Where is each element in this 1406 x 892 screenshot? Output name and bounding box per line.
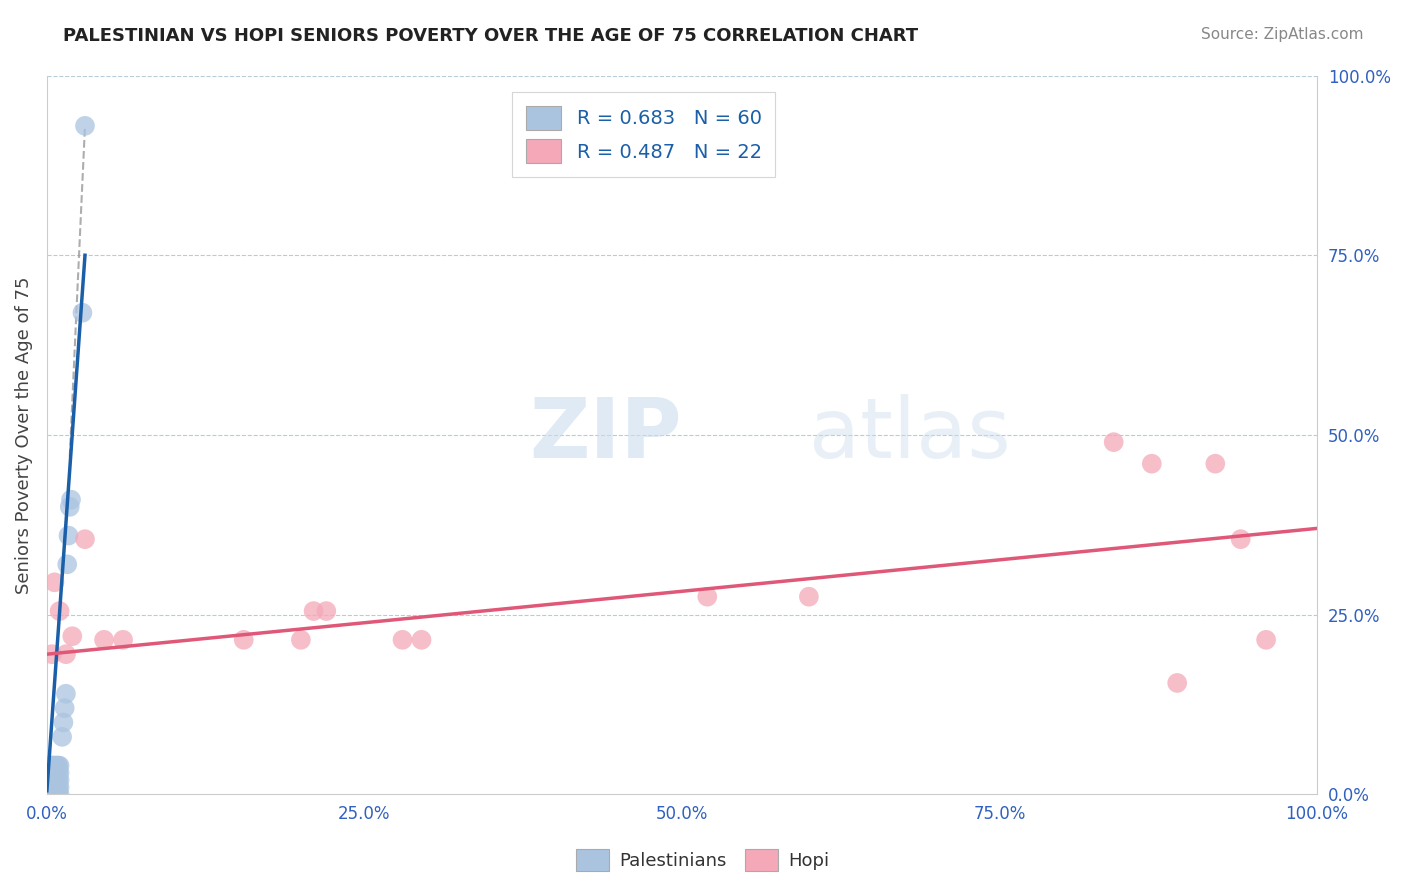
Point: [1166, 676, 1188, 690]
Text: PALESTINIAN VS HOPI SENIORS POVERTY OVER THE AGE OF 75 CORRELATION CHART: PALESTINIAN VS HOPI SENIORS POVERTY OVER…: [63, 27, 918, 45]
Point: [46, 780, 69, 794]
Point: [45, 765, 67, 780]
Point: [45, 772, 67, 787]
Point: [48, 788, 70, 802]
Point: [44, 780, 66, 794]
Point: [37, 772, 59, 787]
Point: [39, 788, 62, 802]
Point: [39, 758, 62, 772]
Point: [1204, 457, 1226, 471]
Point: [38, 765, 60, 780]
Text: Source: ZipAtlas.com: Source: ZipAtlas.com: [1201, 27, 1364, 42]
Point: [411, 632, 433, 647]
Point: [45, 758, 67, 772]
Point: [391, 632, 413, 647]
Point: [41, 780, 63, 794]
Point: [37, 780, 59, 794]
Point: [59, 500, 82, 514]
Point: [93, 632, 115, 647]
Point: [46, 780, 69, 794]
Point: [45, 788, 67, 802]
Point: [46, 788, 69, 802]
Point: [45, 780, 67, 794]
Point: [60, 492, 83, 507]
Point: [72, 306, 94, 320]
Point: [696, 590, 718, 604]
Point: [42, 788, 65, 802]
Point: [37, 765, 59, 780]
Point: [48, 604, 70, 618]
Point: [44, 765, 66, 780]
Point: [37, 788, 59, 802]
Point: [56, 558, 79, 572]
Point: [302, 604, 325, 618]
Point: [46, 765, 69, 780]
Point: [1140, 457, 1163, 471]
Point: [315, 604, 337, 618]
Point: [48, 780, 70, 794]
Point: [48, 765, 70, 780]
Point: [46, 772, 69, 787]
Point: [38, 758, 60, 772]
Y-axis label: Seniors Poverty Over the Age of 75: Seniors Poverty Over the Age of 75: [15, 277, 32, 594]
Point: [37, 758, 59, 772]
Point: [52, 715, 75, 730]
Point: [39, 780, 62, 794]
Point: [42, 780, 65, 794]
Point: [58, 528, 80, 542]
Point: [48, 772, 70, 787]
Point: [42, 772, 65, 787]
Point: [1102, 435, 1125, 450]
Point: [44, 788, 66, 802]
Point: [1254, 632, 1277, 647]
Point: [39, 772, 62, 787]
Point: [73, 532, 96, 546]
Point: [38, 788, 60, 802]
Point: [41, 772, 63, 787]
Point: [46, 758, 69, 772]
Point: [112, 632, 135, 647]
Text: ZIP: ZIP: [530, 394, 682, 475]
Point: [73, 119, 96, 133]
Point: [60, 629, 83, 643]
Point: [44, 758, 66, 772]
Point: [46, 772, 69, 787]
Point: [55, 647, 77, 661]
Point: [46, 788, 69, 802]
Point: [55, 687, 77, 701]
Point: [797, 590, 820, 604]
Point: [41, 647, 63, 661]
Point: [41, 765, 63, 780]
Point: [39, 765, 62, 780]
Point: [44, 772, 66, 787]
Point: [44, 575, 66, 590]
Point: [290, 632, 312, 647]
Legend: Palestinians, Hopi: Palestinians, Hopi: [569, 842, 837, 879]
Point: [1229, 532, 1251, 546]
Point: [53, 701, 76, 715]
Point: [51, 730, 73, 744]
Point: [46, 758, 69, 772]
Point: [48, 758, 70, 772]
Point: [38, 772, 60, 787]
Point: [38, 780, 60, 794]
Point: [41, 758, 63, 772]
Point: [42, 758, 65, 772]
Text: atlas: atlas: [808, 394, 1011, 475]
Point: [41, 788, 63, 802]
Point: [46, 765, 69, 780]
Legend: R = 0.683   N = 60, R = 0.487   N = 22: R = 0.683 N = 60, R = 0.487 N = 22: [512, 93, 775, 177]
Point: [42, 765, 65, 780]
Point: [232, 632, 254, 647]
